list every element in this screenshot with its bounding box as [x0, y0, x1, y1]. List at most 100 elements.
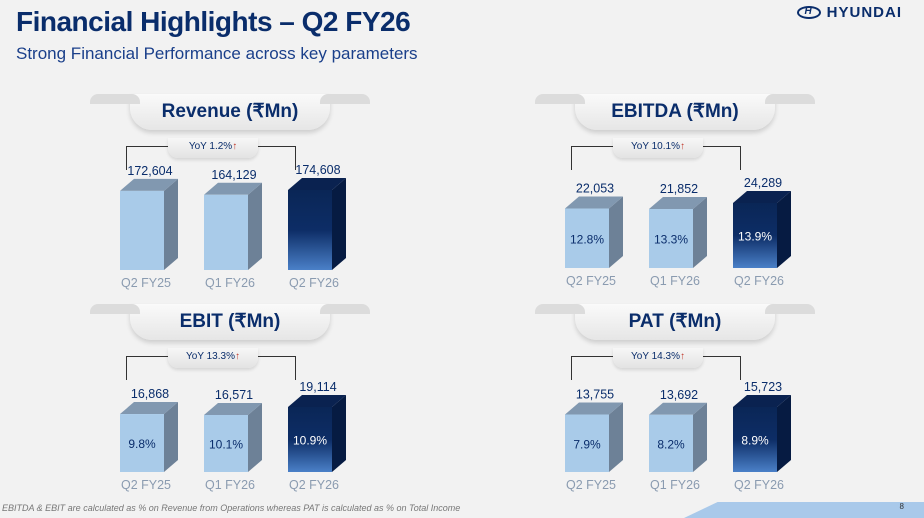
bar-top: [288, 395, 346, 407]
bar: [120, 414, 164, 472]
yoy-badge: YoY 14.3%↑: [613, 348, 703, 368]
bar-top: [733, 191, 791, 203]
pat-chart: PAT (₹Mn) YoY 14.3%↑ 13,755 7.9% Q2 FY25 13,…: [535, 304, 815, 504]
category-label: Q1 FY26: [205, 276, 255, 290]
revenue-chart: Revenue (₹Mn) YoY 1.2%↑ 172,604 Q2 FY25 164…: [90, 94, 370, 294]
margin-label: 10.9%: [293, 434, 327, 448]
margin-label: 10.1%: [209, 437, 243, 451]
value-label: 16,868: [131, 387, 169, 401]
page-title: Financial Highlights – Q2 FY26: [16, 6, 411, 37]
category-label: Q1 FY26: [650, 274, 700, 288]
bar-side: [609, 402, 623, 472]
bar-side: [777, 191, 791, 268]
bar: [204, 414, 248, 472]
value-label: 172,604: [127, 164, 172, 178]
chart-title: EBIT (₹Mn): [90, 304, 370, 340]
yoy-text: YoY 10.1%: [631, 141, 680, 152]
category-label: Q2 FY25: [566, 274, 616, 288]
bar-side: [248, 182, 262, 270]
value-label: 24,289: [744, 176, 782, 190]
category-label: Q2 FY26: [289, 478, 339, 492]
bar: [733, 407, 777, 472]
category-label: Q1 FY26: [205, 478, 255, 492]
bars: 22,053 12.8% Q2 FY25 21,852 13.3% Q1 FY26 24,2…: [565, 176, 791, 288]
bars: 16,868 9.8% Q2 FY25 16,571 10.1% Q1 FY26 19,11…: [120, 380, 346, 492]
margin-label: 13.3%: [654, 233, 688, 247]
bars: 172,604 Q2 FY25 164,129 Q1 FY26 174,608 Q2 FY…: [120, 163, 346, 290]
bar-top: [120, 178, 178, 191]
bar-side: [164, 402, 178, 472]
chart-title: EBITDA (₹Mn): [535, 94, 815, 130]
margin-label: 8.9%: [741, 434, 769, 448]
bar: [733, 203, 777, 268]
corner-decoration: [684, 502, 924, 518]
page-subtitle: Strong Financial Performance across key …: [16, 44, 418, 63]
page-number: 8: [899, 502, 904, 511]
margin-label: 8.2%: [657, 437, 685, 451]
ebitda-chart: EBITDA (₹Mn) YoY 10.1%↑ 22,053 12.8% Q2 FY2…: [535, 94, 815, 294]
category-label: Q2 FY25: [121, 276, 171, 290]
bar: [204, 194, 248, 270]
category-label: Q2 FY26: [289, 276, 339, 290]
bar-side: [248, 402, 262, 472]
up-arrow-icon: ↑: [234, 351, 240, 362]
value-label: 19,114: [299, 380, 336, 394]
up-arrow-icon: ↑: [679, 141, 685, 152]
margin-label: 12.8%: [570, 232, 604, 246]
margin-label: 13.9%: [738, 230, 772, 244]
bar-side: [777, 395, 791, 472]
yoy-text: YoY 13.3%: [186, 351, 235, 362]
bar-top: [204, 402, 262, 415]
category-label: Q2 FY25: [121, 478, 171, 492]
value-label: 21,852: [660, 182, 698, 196]
value-label: 16,571: [215, 388, 253, 402]
footnote: EBITDA & EBIT are calculated as % on Rev…: [2, 503, 461, 513]
bar: [565, 208, 609, 268]
bar-top: [733, 395, 791, 407]
up-arrow-icon: ↑: [232, 141, 238, 152]
hyundai-logo: H HYUNDAI: [796, 4, 902, 21]
bar-side: [332, 178, 346, 270]
bar: [288, 407, 332, 472]
bar-top: [565, 402, 623, 415]
bars: 13,755 7.9% Q2 FY25 13,692 8.2% Q1 FY26 15,723…: [565, 380, 791, 492]
bar-top: [204, 182, 262, 195]
bar-top: [288, 178, 346, 190]
bar-top: [649, 402, 707, 415]
category-label: Q2 FY26: [734, 274, 784, 288]
bar-side: [332, 395, 346, 472]
bar-side: [693, 402, 707, 472]
bar: [288, 190, 332, 270]
chart-title: Revenue (₹Mn): [90, 94, 370, 130]
value-label: 164,129: [211, 168, 256, 182]
value-label: 174,608: [295, 163, 340, 177]
bar: [120, 190, 164, 270]
category-label: Q2 FY25: [566, 478, 616, 492]
margin-label: 9.8%: [128, 437, 156, 451]
chart-title: PAT (₹Mn): [535, 304, 815, 340]
category-label: Q2 FY26: [734, 478, 784, 492]
value-label: 15,723: [744, 380, 782, 394]
yoy-text: YoY 14.3%: [631, 351, 680, 362]
bar-top: [565, 196, 623, 209]
margin-label: 7.9%: [573, 437, 601, 451]
bar-side: [164, 178, 178, 270]
bar: [649, 414, 693, 472]
bar: [565, 414, 609, 472]
yoy-badge: YoY 13.3%↑: [168, 348, 258, 368]
logo-text: HYUNDAI: [826, 4, 902, 21]
category-label: Q1 FY26: [650, 478, 700, 492]
value-label: 13,692: [660, 388, 698, 402]
value-label: 13,755: [576, 388, 614, 402]
ebit-chart: EBIT (₹Mn) YoY 13.3%↑ 16,868 9.8% Q2 FY25 16…: [90, 304, 370, 504]
up-arrow-icon: ↑: [679, 351, 685, 362]
bar-top: [649, 197, 707, 210]
value-label: 22,053: [576, 182, 614, 196]
hyundai-emblem-icon: H: [796, 6, 821, 19]
bar-side: [693, 197, 707, 268]
yoy-badge: YoY 10.1%↑: [613, 138, 703, 158]
bar: [649, 209, 693, 268]
bar-top: [120, 402, 178, 415]
bar-side: [609, 196, 623, 268]
yoy-text: YoY 1.2%: [188, 141, 233, 152]
